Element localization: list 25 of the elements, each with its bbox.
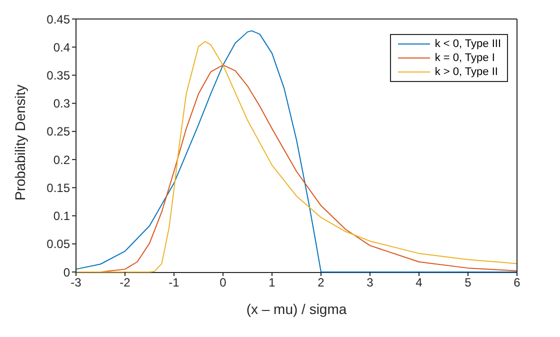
y-tick-label: 0 (63, 265, 70, 280)
x-tick-label: 0 (220, 276, 227, 290)
x-tick-label: 4 (416, 276, 423, 290)
x-axis-title: (x – mu) / sigma (246, 301, 347, 317)
legend-label: k < 0, Type III (434, 37, 501, 51)
y-tick-label: 0.4 (53, 40, 70, 54)
y-tick-label: 0.25 (46, 124, 70, 139)
y-tick-label: 0.05 (46, 237, 70, 252)
x-tick-label: -3 (70, 276, 82, 290)
x-tick-label: -1 (168, 276, 180, 290)
y-tick-label: 0.45 (46, 12, 70, 26)
legend-label: k = 0, Type I (434, 51, 495, 65)
x-tick-label: 1 (268, 276, 276, 290)
legend-label: k > 0, Type II (434, 65, 498, 79)
y-tick-label: 0.35 (46, 68, 70, 82)
y-tick-label: 0.1 (53, 209, 70, 224)
x-tick-label: 6 (514, 276, 521, 290)
x-tick-label: 3 (366, 276, 374, 290)
y-tick-label: 0.2 (53, 152, 70, 167)
y-tick-label: 0.15 (46, 180, 70, 195)
y-axis-title: Probability Density (12, 84, 28, 200)
x-tick-label: 2 (318, 276, 325, 290)
x-tick-label: -2 (120, 276, 131, 290)
y-tick-label: 0.3 (53, 96, 70, 111)
x-tick-label: 5 (464, 276, 472, 290)
